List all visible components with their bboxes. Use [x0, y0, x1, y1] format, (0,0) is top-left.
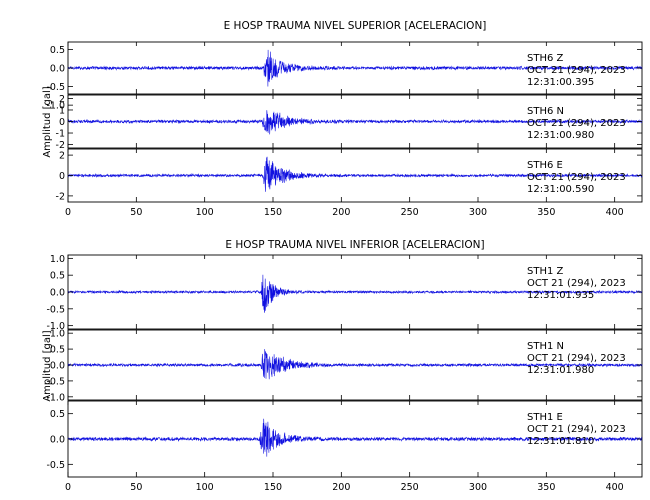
y-tick-label: -0.5 [46, 304, 65, 315]
y-axis-label: Amplitud [gal] [42, 330, 53, 401]
y-tick-label: -0.5 [46, 82, 65, 93]
time-label: 12:31:00.590 [527, 184, 594, 195]
waveform-trace [67, 49, 643, 87]
y-tick-label: 2 [59, 94, 65, 105]
date-label: OCT 21 (294), 2023 [527, 353, 626, 364]
y-tick-label: 0.5 [50, 409, 65, 420]
x-tick-label: 200 [332, 482, 350, 493]
y-tick-label: 2 [59, 151, 65, 162]
y-tick-label: 1.0 [50, 329, 65, 340]
x-tick-label: 400 [606, 207, 624, 218]
y-tick-label: 0 [59, 117, 65, 128]
x-tick-label: 50 [130, 207, 142, 218]
channel-label: STH1 E [527, 412, 563, 423]
waveform-trace [67, 418, 643, 457]
y-tick-label: 0.0 [50, 64, 65, 75]
y-tick-label: -1.0 [46, 101, 65, 112]
y-tick-label: 0.0 [50, 435, 65, 446]
y-axis-label: Amplitud [gal] [42, 86, 53, 157]
y-tick-label: -1.0 [46, 392, 65, 403]
y-tick-label: -0.5 [46, 460, 65, 471]
channel-label: STH1 Z [527, 266, 564, 277]
waveform-trace [67, 274, 643, 313]
x-tick-label: 100 [196, 207, 214, 218]
channel-label: STH1 N [527, 341, 564, 352]
x-tick-label: 300 [469, 482, 487, 493]
y-tick-label: 0 [59, 171, 65, 182]
time-label: 12:31:01.980 [527, 365, 594, 376]
channel-label: STH6 Z [527, 53, 564, 64]
x-tick-label: 200 [332, 207, 350, 218]
x-tick-label: 350 [537, 207, 555, 218]
y-tick-label: -2 [56, 140, 65, 151]
y-tick-label: 1.0 [50, 254, 65, 265]
waveform-trace [67, 110, 643, 135]
y-tick-label: -1.0 [46, 321, 65, 332]
date-label: OCT 21 (294), 2023 [527, 424, 626, 435]
time-label: 12:31:00.395 [527, 77, 594, 88]
waveform-trace [67, 156, 643, 192]
x-tick-label: 250 [401, 482, 419, 493]
x-tick-label: 0 [65, 482, 71, 493]
time-label: 12:31:01.810 [527, 436, 594, 447]
date-label: OCT 21 (294), 2023 [527, 118, 626, 129]
chart-title: E HOSP TRAUMA NIVEL SUPERIOR [ACELERACIO… [224, 20, 487, 32]
chart-title: E HOSP TRAUMA NIVEL INFERIOR [ACELERACIO… [225, 239, 484, 251]
x-tick-label: 350 [537, 482, 555, 493]
date-label: OCT 21 (294), 2023 [527, 65, 626, 76]
x-tick-label: 50 [130, 482, 142, 493]
time-label: 12:31:00.980 [527, 130, 594, 141]
y-tick-label: 0.5 [50, 45, 65, 56]
time-label: 12:31:01.935 [527, 290, 594, 301]
y-tick-label: -1 [56, 129, 65, 140]
y-tick-label: 1 [59, 105, 65, 116]
y-tick-label: 0.5 [50, 271, 65, 282]
x-tick-label: 250 [401, 207, 419, 218]
x-tick-label: 0 [65, 207, 71, 218]
channel-label: STH6 N [527, 106, 564, 117]
y-tick-label: -0.5 [46, 376, 65, 387]
channel-label: STH6 E [527, 160, 563, 171]
x-tick-label: 150 [264, 482, 282, 493]
waveform-trace [67, 349, 643, 380]
date-label: OCT 21 (294), 2023 [527, 172, 626, 183]
y-tick-label: 0.0 [50, 288, 65, 299]
y-tick-label: -2 [56, 191, 65, 202]
x-tick-label: 400 [606, 482, 624, 493]
y-tick-label: 0.5 [50, 345, 65, 356]
x-tick-label: 100 [196, 482, 214, 493]
y-tick-label: 0.0 [50, 361, 65, 372]
x-tick-label: 150 [264, 207, 282, 218]
x-tick-label: 300 [469, 207, 487, 218]
date-label: OCT 21 (294), 2023 [527, 278, 626, 289]
